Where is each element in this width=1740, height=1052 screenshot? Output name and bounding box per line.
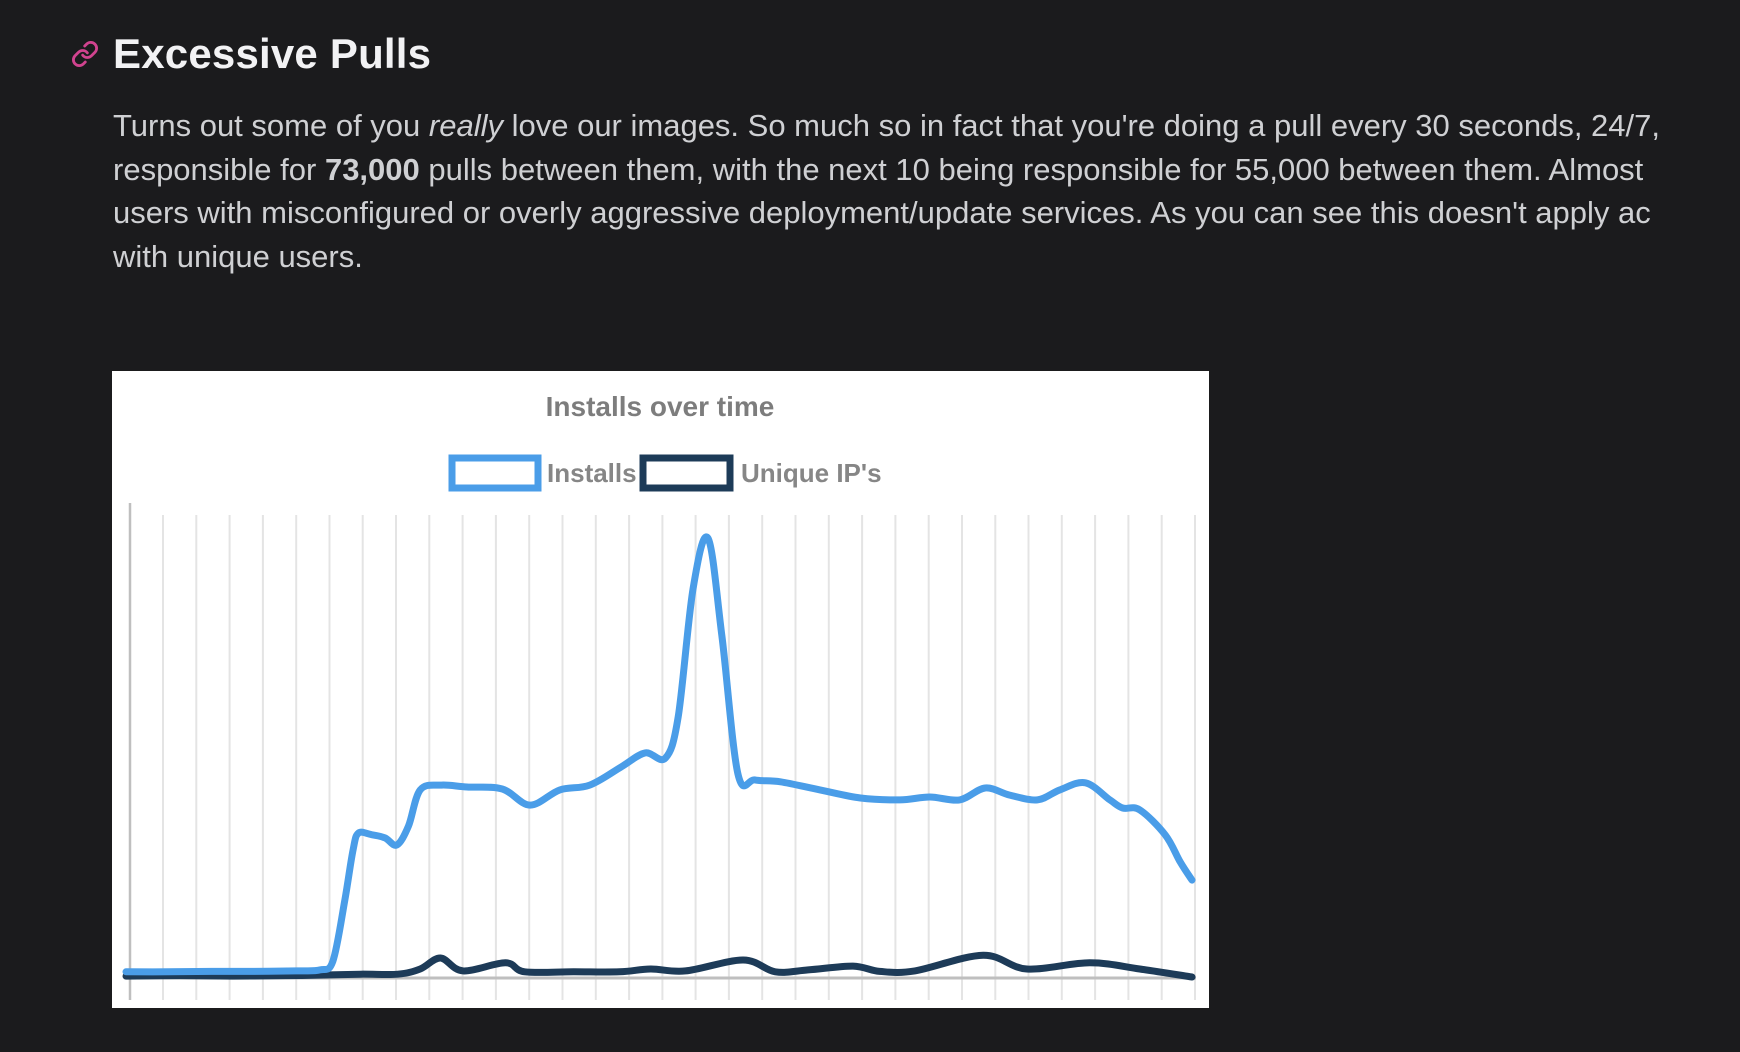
paragraph: Turns out some of you really love our im… (113, 104, 1740, 278)
paragraph-text: with unique users. (113, 238, 363, 274)
paragraph-line-3: users with misconfigured or overly aggre… (113, 191, 1740, 235)
legend-swatch-unique-ips (639, 454, 734, 492)
legend-swatch-installs (448, 454, 542, 492)
installs-chart-figure: Installs over time Installs Unique IP's (112, 371, 1209, 1008)
installs-chart-svg: Installs over time Installs Unique IP's (122, 391, 1196, 1000)
paragraph-line-1: Turns out some of you really love our im… (113, 104, 1740, 148)
chart-gridlines (162, 515, 1196, 1000)
paragraph-italic-text: really (428, 108, 503, 143)
paragraph-text: users with misconfigured or overly aggre… (113, 195, 1651, 230)
paragraph-text: pulls between them, with the next 10 bei… (419, 151, 1644, 187)
series-line-unique-ip-s (122, 951, 1196, 981)
chart-series-lines (122, 533, 1196, 981)
legend-label-installs: Installs (547, 458, 637, 488)
paragraph-line-4: with unique users. (113, 235, 1740, 279)
legend-label-unique-ips: Unique IP's (741, 458, 882, 488)
heading-anchor-link[interactable] (71, 40, 99, 68)
link-icon (72, 41, 98, 67)
series-line-installs (122, 533, 1196, 976)
paragraph-line-2: responsible for 73,000 pulls between the… (113, 148, 1740, 192)
paragraph-text: love our images. So much so in fact that… (502, 108, 1661, 143)
heading-text: Excessive Pulls (113, 30, 432, 77)
section-heading: Excessive Pulls (71, 30, 431, 78)
chart-title: Installs over time (546, 391, 775, 422)
chart-legend: Installs Unique IP's (448, 454, 882, 492)
paragraph-text: Turns out some of you (113, 108, 429, 143)
paragraph-text: responsible for (113, 151, 325, 187)
paragraph-bold-text: 73,000 (324, 151, 420, 187)
